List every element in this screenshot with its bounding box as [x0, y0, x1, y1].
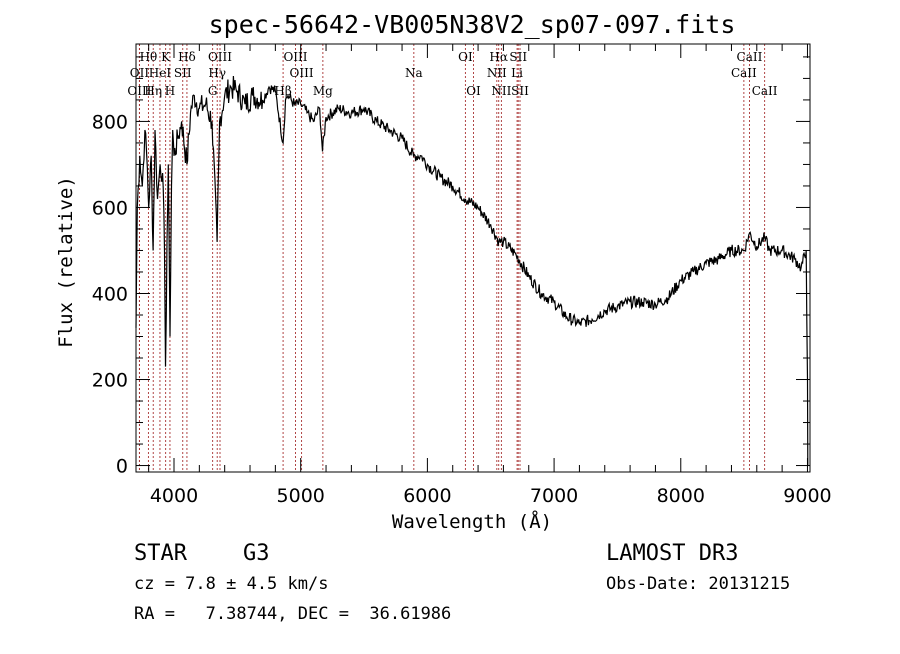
- x-tick-label: 8000: [657, 485, 705, 507]
- x-tick-label: 4000: [150, 485, 198, 507]
- spectral-line-label: OI: [466, 84, 481, 98]
- y-tick-label: 200: [92, 370, 128, 392]
- spectral-line-label: G: [208, 84, 218, 98]
- tick-labels: 4000 5000 6000 7000 8000 9000 0 200 400 600 800: [92, 111, 832, 507]
- spectral-line-label: Hα: [489, 50, 508, 64]
- spectral-line-label: OIII: [290, 66, 314, 80]
- spectral-line-label: Hδ: [178, 50, 196, 64]
- redshift-cz: cz = 7.8 ± 4.5 km/s: [134, 574, 328, 594]
- spectral-line-label: OIII: [208, 50, 232, 64]
- y-tick-label: 0: [116, 456, 128, 478]
- spectral-line-label: Hγ: [208, 66, 226, 80]
- spectral-line-label: H: [165, 84, 175, 98]
- chart-title: spec-56642-VB005N38V2_sp07-097.fits: [209, 10, 736, 39]
- spectral-line-label: HeI: [149, 66, 172, 80]
- spectral-line-label: CaII: [737, 50, 763, 64]
- spectral-line-label: OI: [458, 50, 473, 64]
- spectral-line-label: Hθ: [140, 50, 158, 64]
- axis-ticks: [136, 44, 810, 472]
- x-tick-label: 7000: [530, 485, 578, 507]
- x-tick-label: 9000: [783, 485, 831, 507]
- spectral-line-label: OII: [130, 66, 150, 80]
- spectral-line-label: CaII: [731, 66, 757, 80]
- plot-frame: [135, 43, 811, 473]
- y-tick-label: 400: [92, 283, 128, 305]
- survey-name: LAMOST DR3: [606, 541, 738, 566]
- spectral-line-label: OIII: [283, 50, 307, 64]
- spectral-line-label: OIII: [127, 84, 151, 98]
- y-axis-label: Flux (relative): [55, 176, 77, 348]
- spectrum-series-line: [135, 75, 809, 466]
- spectral-line-label: Hη: [144, 84, 162, 98]
- x-axis-label: Wavelength (Å): [392, 510, 552, 533]
- spectral-line-label: NII: [487, 66, 507, 80]
- spectral-line-label: Li: [511, 66, 523, 80]
- spectral-line-label: Hβ: [274, 84, 291, 98]
- y-tick-label: 600: [92, 197, 128, 219]
- y-tick-label: 800: [92, 111, 128, 133]
- ra-dec-coordinates: RA = 7.38744, DEC = 36.61986: [134, 604, 451, 624]
- spectral-line-label: K: [161, 50, 171, 64]
- observation-date: Obs-Date: 20131215: [606, 574, 790, 594]
- spectral-line-label: Na: [405, 66, 423, 80]
- object-class: STAR: [134, 541, 188, 566]
- spectral-line-label: NII: [491, 84, 511, 98]
- spectral-line-label: CaII: [752, 84, 778, 98]
- spectral-line-label: SII: [174, 66, 192, 80]
- spectral-line-label: SII: [509, 50, 527, 64]
- x-tick-label: 6000: [403, 485, 451, 507]
- object-subclass: G3: [243, 541, 270, 566]
- spectral-line-label: SII: [511, 84, 529, 98]
- x-tick-label: 5000: [277, 485, 325, 507]
- marker-lines: [138, 44, 766, 472]
- spectral-line-label: Mg: [313, 84, 333, 98]
